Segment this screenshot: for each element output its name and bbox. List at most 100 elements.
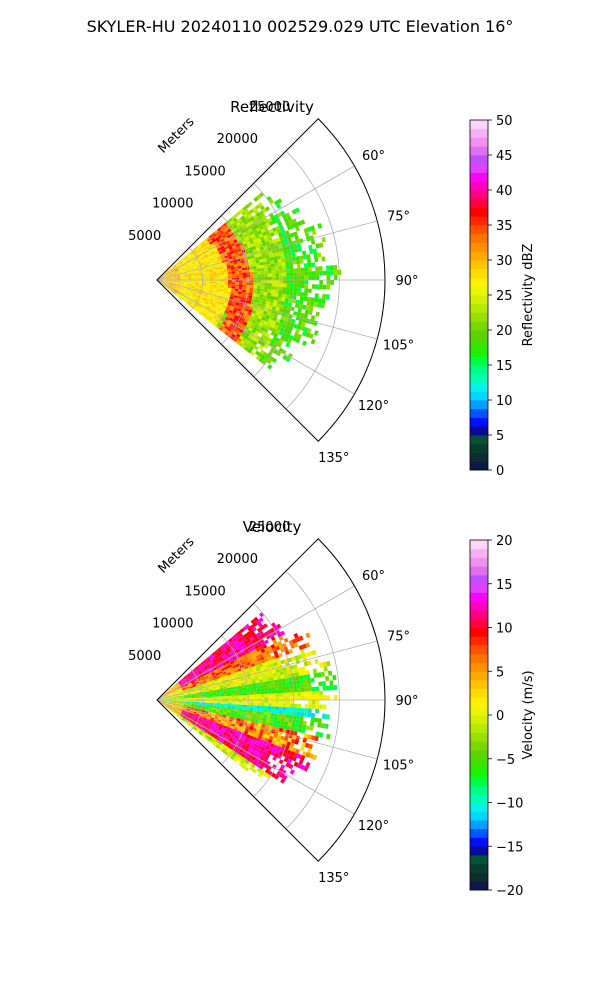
radar-cell [279, 724, 284, 729]
radar-cell [259, 656, 265, 661]
radar-cell [206, 277, 210, 279]
radar-cell [209, 695, 214, 697]
radar-cell [187, 273, 192, 275]
radar-cell [266, 653, 272, 658]
radar-cell [224, 310, 229, 314]
radar-cell [201, 270, 206, 273]
radar-cell [250, 675, 255, 679]
radar-cell [168, 694, 173, 696]
radar-cell [188, 256, 193, 260]
radar-cell [180, 274, 184, 276]
radar-cell [291, 747, 297, 753]
radar-cell [266, 731, 271, 736]
radar-cell [326, 733, 331, 740]
radar-cell [244, 759, 250, 765]
radar-cell [278, 667, 284, 673]
radar-cell [266, 629, 272, 635]
radar-cell [212, 737, 217, 741]
radar-cell [176, 293, 180, 297]
colorbar-swatch [470, 837, 488, 847]
radar-cell [186, 297, 190, 301]
radar-cell [198, 702, 203, 704]
radar-cell [196, 712, 201, 715]
colorbar-swatch [470, 251, 488, 261]
radar-cell [205, 241, 210, 246]
radar-cell [292, 684, 297, 689]
radar-cell [248, 318, 254, 323]
radar-cell [164, 691, 167, 695]
radar-cell [286, 280, 291, 284]
radar-cell [284, 301, 289, 306]
radar-cell [235, 277, 240, 280]
radar-cell [185, 711, 190, 714]
radar-cell [263, 234, 268, 240]
radar-cell [169, 687, 174, 691]
radar-cell [202, 298, 206, 302]
radar-cell [305, 752, 311, 758]
radar-cell [295, 719, 300, 724]
radar-cell [249, 209, 254, 214]
colorbar-tick-label: 5 [496, 665, 504, 680]
radar-cell [226, 242, 231, 247]
radar-cell [281, 678, 286, 683]
radar-cell [250, 631, 256, 637]
radar-cell [256, 688, 261, 692]
radar-cell [322, 661, 327, 668]
radar-cell [223, 686, 228, 689]
radar-cell [281, 258, 286, 263]
radar-cell [202, 243, 207, 248]
radar-cell [248, 263, 253, 268]
radar-cell [190, 709, 194, 712]
radar-cell [199, 295, 204, 298]
radar-cell [274, 709, 279, 714]
radar-cell [259, 337, 265, 342]
radar-cell [286, 283, 291, 288]
radar-cell [212, 675, 217, 679]
radar-cell [295, 299, 300, 304]
radar-cell [166, 281, 170, 283]
radar-cell [250, 619, 256, 625]
radar-cell [177, 281, 181, 282]
radar-cell [274, 321, 280, 326]
radar-cell [263, 654, 268, 660]
radar-cell [208, 666, 213, 670]
radar-cell [198, 731, 203, 736]
radar-cell [176, 292, 181, 296]
radar-cell [184, 282, 188, 284]
radar-cell [280, 659, 285, 665]
radar-cell [168, 693, 173, 696]
radar-cell [194, 305, 198, 309]
radar-cell [176, 274, 181, 276]
radar-cell [210, 681, 215, 685]
radar-cell [192, 262, 196, 266]
radar-cell [236, 245, 241, 250]
radar-cell [297, 692, 301, 697]
radar-cell [312, 695, 316, 700]
radar-cell [169, 701, 174, 703]
radar-cell [263, 712, 268, 716]
colorbar-swatch [470, 373, 488, 383]
radar-cell [218, 251, 223, 255]
radar-cell [233, 264, 238, 267]
radar-cell [277, 198, 283, 204]
radar-cell [230, 712, 235, 716]
radar-cell [293, 696, 298, 700]
radar-cell [222, 654, 227, 659]
radar-cell [217, 247, 222, 251]
radar-cell [209, 677, 214, 680]
radar-cell [207, 682, 212, 686]
radar-cell [213, 283, 218, 285]
radar-cell [231, 673, 236, 677]
radar-cell [251, 245, 257, 250]
radar-cell [220, 280, 225, 282]
radar-cell [238, 723, 243, 727]
radar-cell [222, 251, 227, 255]
radar-cell [280, 239, 285, 245]
radar-cell [267, 684, 272, 688]
radar-cell [189, 305, 194, 309]
radar-cell [172, 273, 177, 275]
radar-cell [304, 284, 309, 289]
radar-cell [324, 723, 329, 729]
radar-cell [180, 277, 185, 279]
radar-cell [182, 689, 187, 691]
